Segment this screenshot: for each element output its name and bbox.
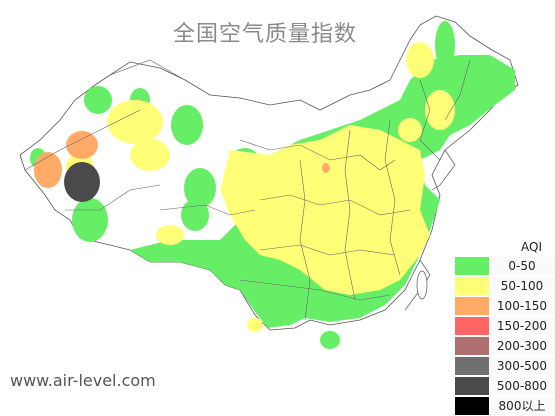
legend-label: 200-300 <box>489 336 555 355</box>
legend-swatch <box>455 336 489 355</box>
legend-row: 200-300 <box>455 336 555 356</box>
china-aqi-map <box>19 15 519 349</box>
legend-swatch <box>455 376 489 395</box>
legend-label: 150-200 <box>489 316 555 335</box>
legend-row: 50-100 <box>455 276 555 296</box>
legend-row: 0-50 <box>455 256 555 276</box>
map-title: 全国空气质量指数 <box>172 22 357 47</box>
legend-swatch <box>455 276 489 295</box>
aqi-legend: AQI 0-50 50-100 100-150 150-200 200-300 300-5… <box>455 238 555 416</box>
province-borders <box>24 59 471 321</box>
legend-row: 500-800 <box>455 376 555 396</box>
legend-swatch <box>455 256 489 275</box>
legend-swatch <box>455 296 489 315</box>
legend-title: AQI <box>521 240 542 254</box>
legend-row: 150-200 <box>455 316 555 336</box>
legend-row: 100-150 <box>455 296 555 316</box>
legend-row: 300-500 <box>455 356 555 376</box>
legend-swatch <box>455 356 489 375</box>
legend-swatch <box>455 396 489 415</box>
legend-row: 800以上 <box>455 396 555 416</box>
legend-label: 0-50 <box>489 256 555 275</box>
legend-label: 500-800 <box>489 376 555 395</box>
legend-label: 100-150 <box>489 296 555 315</box>
site-watermark: www.air-level.com <box>10 371 156 390</box>
taiwan <box>416 270 428 300</box>
legend-label: 800以上 <box>489 396 555 415</box>
legend-label: 300-500 <box>489 356 555 375</box>
aqi-very-high-zones <box>64 162 100 202</box>
legend-swatch <box>455 316 489 335</box>
legend-label: 50-100 <box>489 276 555 295</box>
